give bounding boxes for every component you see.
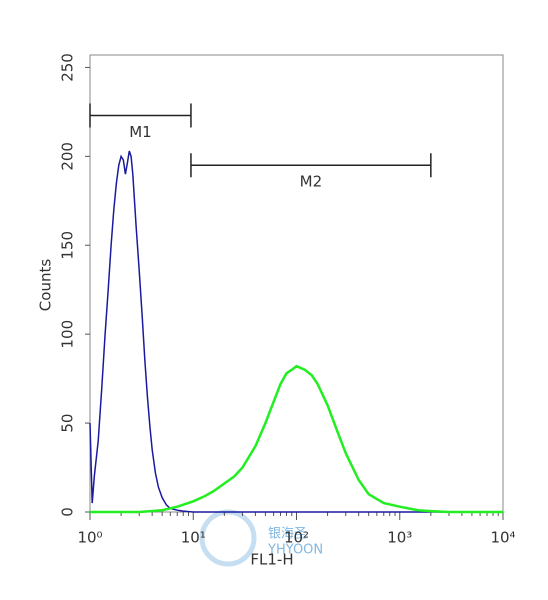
x-axis-label: FL1-H [250,551,293,569]
x-tick-label: 10¹ [181,529,206,547]
series-line [90,364,503,514]
x-tick-label: 10⁴ [490,529,515,547]
y-tick-label: 100 [59,320,77,349]
x-tick-label: 10⁰ [77,529,102,547]
watermark: 银海圣 [268,527,307,542]
x-tick-label: 10³ [387,529,412,547]
marker-label: M1 [129,123,152,141]
watermark: YHYOON [267,543,323,558]
y-tick-label: 50 [59,414,77,433]
watermark-logo [199,509,257,567]
x-tick-label: 10² [284,529,309,547]
series-line [89,150,503,513]
y-tick-label: 200 [59,142,77,171]
marker-label: M2 [300,173,323,191]
y-tick-label: 0 [59,507,77,517]
y-tick-label: 250 [59,53,77,82]
y-axis-label: Counts [37,259,55,312]
y-tick-label: 150 [59,231,77,260]
